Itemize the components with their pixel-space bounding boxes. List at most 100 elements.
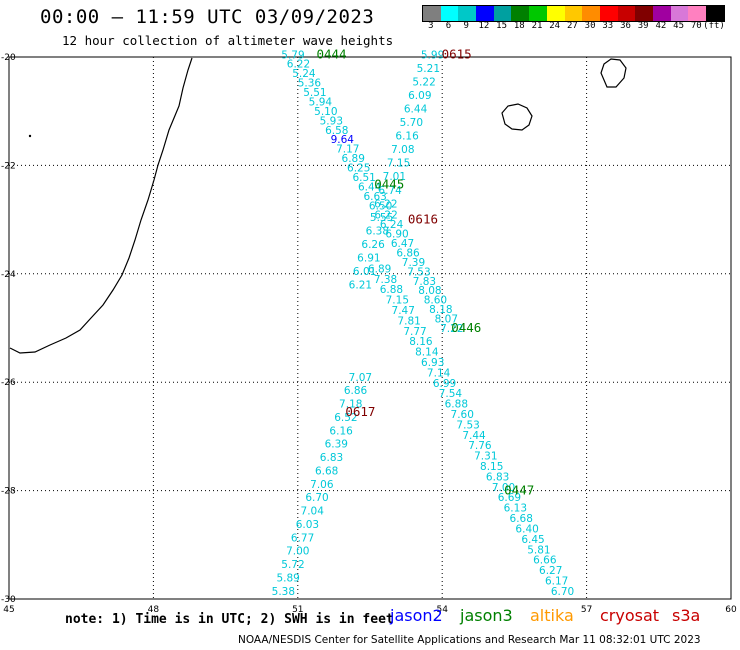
color-scale-label: 9 <box>463 21 469 31</box>
color-swatch <box>582 6 600 21</box>
pass-label: 0446 <box>451 320 481 335</box>
color-swatch <box>458 6 477 21</box>
swh-value: 7.15 <box>387 158 410 170</box>
swh-value: 6.99 <box>433 378 456 390</box>
swh-value: 5.81 <box>527 544 550 556</box>
swh-value: 6.50 <box>369 200 392 212</box>
swh-value: 6.63 <box>363 191 386 203</box>
madagascar-coastline <box>9 57 193 354</box>
swh-value: 5.24 <box>292 68 316 80</box>
swh-value: 8.07 <box>435 314 458 326</box>
pass-label: 0445 <box>374 176 404 191</box>
swh-value: 6.58 <box>325 125 348 137</box>
swh-value: 6.93 <box>421 357 444 369</box>
swh-value: 7.81 <box>397 315 420 327</box>
color-swatch <box>511 6 530 21</box>
swh-value: 6.88 <box>445 399 468 411</box>
color-scale-label: 33 <box>602 21 614 31</box>
color-scale-labels: 3 6 9 12 15 18 21 24 27 30 33 36 39 42 45 70 (ft) <box>422 21 726 33</box>
swh-value: 6.44 <box>358 181 382 193</box>
lat-tick-label: -30 <box>1 595 16 605</box>
color-scale-label: 45 <box>673 21 685 31</box>
swh-value: 6.91 <box>357 253 380 265</box>
swh-value: 8.60 <box>424 295 447 307</box>
swh-value: 5.21 <box>417 63 440 75</box>
swh-value: 7.38 <box>374 274 397 286</box>
swh-value: 5.22 <box>412 76 435 88</box>
map-frame <box>8 56 732 600</box>
swh-value: 6.45 <box>521 534 544 546</box>
swh-value: 7.47 <box>392 305 415 317</box>
swh-value: 5.79 <box>281 49 304 61</box>
swh-values: 5.796.225.245.365.515.945.105.936.589.64… <box>272 49 575 598</box>
pass-label: 0444 <box>316 46 346 61</box>
swh-value: 6.25 <box>347 163 370 175</box>
color-scale-label: 12 <box>478 21 490 31</box>
swh-value: 6.68 <box>315 465 338 477</box>
swh-value: 8.08 <box>418 285 441 297</box>
swh-value: 6.03 <box>296 519 319 531</box>
swh-value: 5.94 <box>309 96 333 108</box>
swh-value: 6.22 <box>374 198 397 210</box>
swh-value: 6.88 <box>380 284 403 296</box>
swh-value: 9.64 <box>331 134 355 146</box>
lon-tick-label: 57 <box>581 605 592 615</box>
color-swatch <box>423 6 441 21</box>
pass-label: 0617 <box>345 404 375 419</box>
swh-value: 6.70 <box>551 586 574 598</box>
color-scale-label: 3 <box>428 21 434 31</box>
lat-tick-label: -20 <box>1 53 16 63</box>
swh-value: 6.86 <box>396 247 420 259</box>
color-scale-label: 70 <box>690 21 702 31</box>
swh-value: 6.89 <box>342 153 365 165</box>
swh-value: 7.07 <box>349 372 372 384</box>
swh-value: 6.17 <box>545 575 568 587</box>
swh-value: 5.36 <box>298 78 322 90</box>
satellite-legend-item: jason3 <box>460 606 513 625</box>
lon-tick-label: 54 <box>436 605 448 615</box>
swh-value: 5.89 <box>276 572 299 584</box>
swh-value: 6.13 <box>504 503 527 515</box>
swh-value: 6.38 <box>366 225 389 237</box>
swh-value: 6.01 <box>353 266 376 278</box>
color-swatch <box>493 6 512 21</box>
swh-value: 6.39 <box>325 439 348 451</box>
swh-value: 5.99 <box>421 49 444 61</box>
swh-value: 8.15 <box>480 461 503 473</box>
swh-value: 5.38 <box>272 586 295 598</box>
swh-value: 7.76 <box>468 440 492 452</box>
lat-tick-label: -28 <box>1 487 16 497</box>
color-scale-label: 39 <box>637 21 649 31</box>
color-swatch <box>564 6 583 21</box>
lat-tick-label: -26 <box>1 378 16 388</box>
lat-tick-label: -24 <box>1 270 16 280</box>
color-swatch <box>635 6 653 21</box>
swh-value: 8.16 <box>409 336 433 348</box>
swh-value: 6.24 <box>380 219 404 231</box>
swh-value: 7.77 <box>403 326 426 338</box>
color-scale-bar <box>422 5 725 22</box>
color-scale-label: 30 <box>584 21 596 31</box>
footer-credit: NOAA/NESDIS Center for Satellite Applica… <box>238 634 701 646</box>
color-swatch <box>670 6 689 21</box>
swh-value: 7.08 <box>391 144 414 156</box>
swh-value: 7.18 <box>339 399 362 411</box>
swh-value: 6.21 <box>349 280 372 292</box>
reunion-island-coastline <box>501 103 533 131</box>
swh-value: 7.01 <box>383 171 406 183</box>
swh-value: 6.22 <box>287 59 310 71</box>
color-swatch <box>546 6 565 21</box>
swh-value: 6.47 <box>391 238 414 250</box>
pass-labels: 0444 0615 0445 0616 0446 0617 0447 <box>316 46 534 497</box>
swh-value: 6.66 <box>533 555 557 567</box>
pass-label: 0615 <box>442 46 472 61</box>
swh-value: 7.53 <box>407 266 430 278</box>
color-swatch <box>617 6 636 21</box>
color-scale-label: (ft) <box>703 21 725 31</box>
swh-value: 6.16 <box>395 131 419 143</box>
color-swatch <box>599 6 618 21</box>
swh-value: 6.27 <box>539 565 562 577</box>
color-scale-label: 36 <box>620 21 631 31</box>
swh-value: 7.15 <box>386 295 409 307</box>
